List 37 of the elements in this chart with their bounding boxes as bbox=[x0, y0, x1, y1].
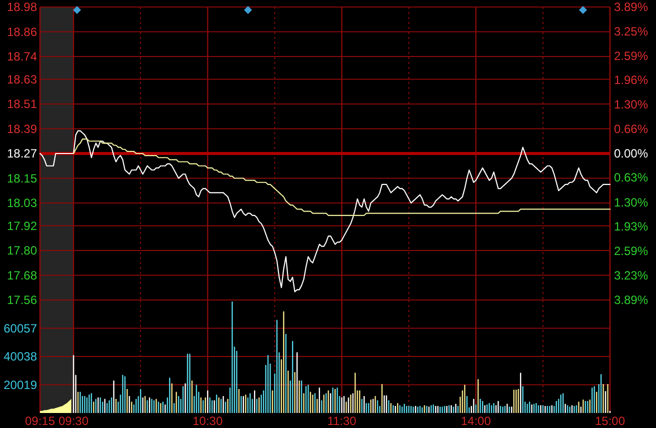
x-tick-label: 11:30 bbox=[327, 414, 357, 428]
x-tick-label: 09:30 bbox=[58, 414, 89, 428]
y-tick-label: 17.68 bbox=[6, 268, 38, 282]
y-tick-label: 18.86 bbox=[6, 24, 38, 39]
y2-tick-label: 0.63% bbox=[614, 170, 648, 184]
y2-tick-label: 1.30% bbox=[614, 98, 648, 112]
line-series bbox=[39, 130, 611, 292]
y-tick-label: 17.92 bbox=[6, 218, 38, 233]
y2-tick-label: 2.59% bbox=[614, 49, 648, 64]
y-tick-label: 18.27 bbox=[6, 146, 38, 161]
x-tick-label: 09:15 bbox=[24, 414, 56, 428]
y-tick-label: 18.51 bbox=[6, 97, 38, 112]
x-tick-label: 15:00 bbox=[594, 414, 626, 428]
y-tick-label: 18.98 bbox=[6, 0, 38, 14]
y-tick-label: 60057 bbox=[4, 321, 38, 336]
y2-tick-label: 3.25% bbox=[614, 24, 648, 38]
y-tick-label: 18.03 bbox=[6, 196, 38, 210]
y-tick-label: 18.74 bbox=[6, 50, 38, 64]
x-tick-label: 10:30 bbox=[192, 414, 223, 428]
y2-tick-label: 1.30% bbox=[614, 196, 648, 210]
y-tick-label: 18.15 bbox=[6, 171, 38, 186]
y2-tick-label: 0.66% bbox=[614, 122, 648, 136]
y-tick-label: 18.63 bbox=[6, 72, 38, 86]
y-tick-label: 17.80 bbox=[6, 244, 38, 258]
x-tick-label: 14:00 bbox=[460, 414, 492, 428]
y-tick-label: 18.39 bbox=[6, 122, 38, 136]
y-tick-label: 20019 bbox=[4, 378, 38, 392]
y2-tick-label: 1.93% bbox=[614, 219, 648, 234]
y-tick-label: 17.56 bbox=[6, 293, 38, 308]
y2-tick-label: 1.96% bbox=[614, 72, 648, 87]
y2-tick-label: 0.00% bbox=[614, 146, 648, 161]
line-series bbox=[72, 138, 611, 216]
y2-tick-label: 3.89% bbox=[614, 0, 648, 14]
y2-tick-label: 3.23% bbox=[614, 268, 648, 282]
y2-tick-label: 3.89% bbox=[614, 293, 648, 308]
y2-tick-label: 2.59% bbox=[614, 244, 648, 258]
y-tick-label: 40038 bbox=[4, 350, 38, 364]
